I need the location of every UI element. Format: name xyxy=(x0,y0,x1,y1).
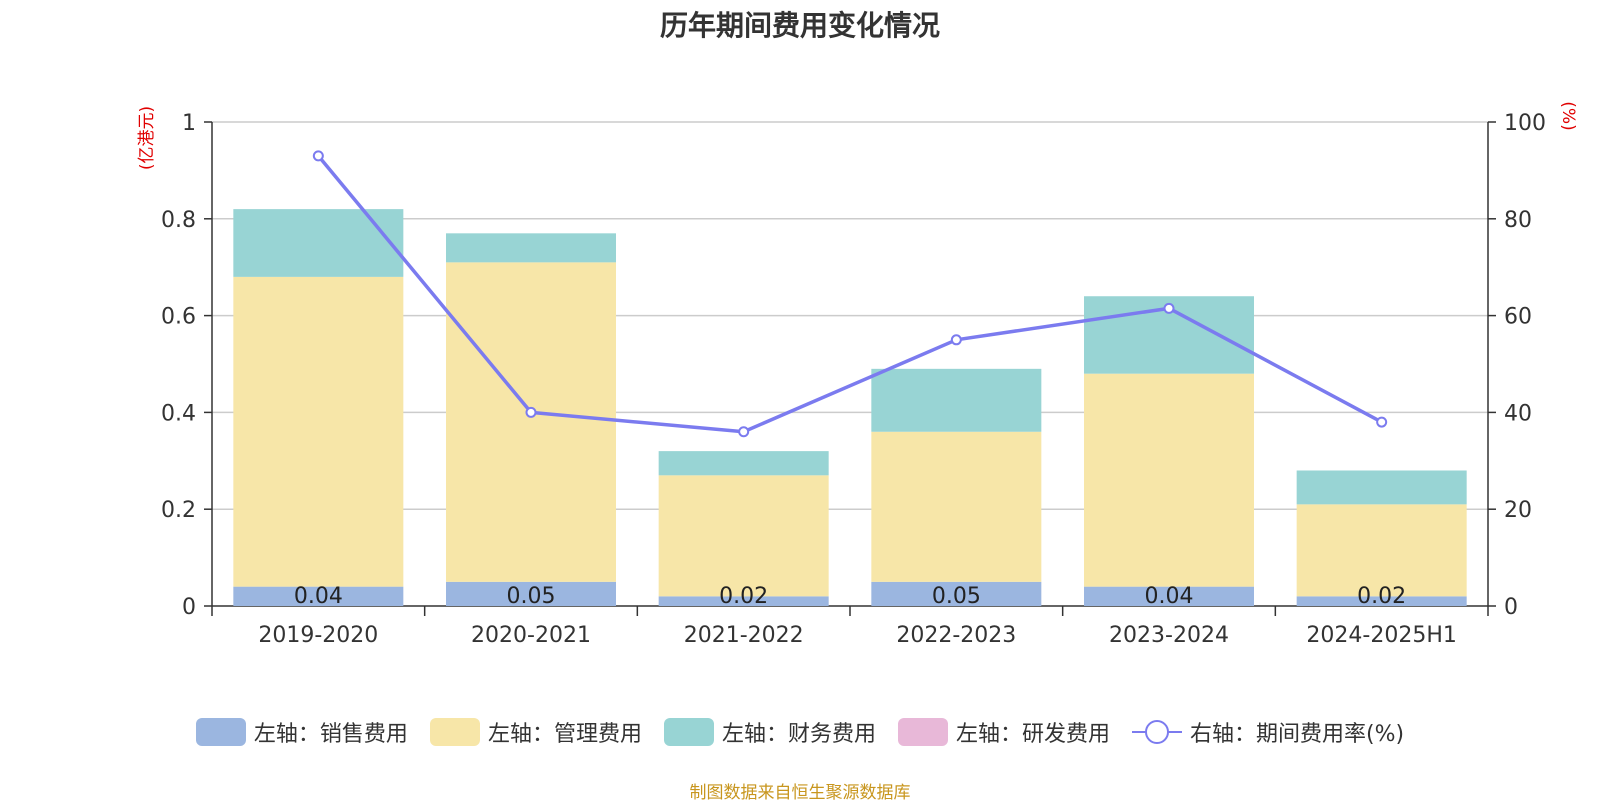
right-tick-label: 0 xyxy=(1504,595,1518,620)
bar-segment xyxy=(233,276,404,587)
right-tick-label: 20 xyxy=(1504,498,1532,523)
chart-title: 历年期间费用变化情况 xyxy=(659,9,940,42)
source-note: 制图数据来自恒生聚源数据库 xyxy=(689,783,911,803)
bar-segment xyxy=(1296,470,1467,505)
bar-data-label: 0.05 xyxy=(932,584,981,609)
bar-segment xyxy=(658,596,829,606)
bar-data-label: 0.04 xyxy=(1145,584,1194,609)
legend-swatch xyxy=(429,718,480,746)
right-axis-title: (%) xyxy=(1558,101,1578,130)
bar-segment xyxy=(1084,586,1254,606)
x-category-label: 2024-2025H1 xyxy=(1306,623,1456,648)
rate-point xyxy=(1163,302,1175,314)
left-tick-label: 0.4 xyxy=(161,401,196,426)
bar-segment xyxy=(871,431,1042,582)
x-category-label: 2022-2023 xyxy=(896,623,1016,648)
x-category-label: 2020-2021 xyxy=(471,623,591,648)
legend-circle xyxy=(1144,720,1169,744)
bar-segment xyxy=(1296,596,1467,606)
rate-point xyxy=(738,426,750,438)
left-tick-label: 0 xyxy=(182,595,196,620)
legend-swatch xyxy=(195,718,246,746)
bar-segment xyxy=(233,209,404,277)
right-tick-label: 60 xyxy=(1504,305,1532,330)
legend-label: 左轴：管理费用 xyxy=(487,722,642,747)
legend-item[interactable]: 左轴：财务费用 xyxy=(663,716,876,748)
bar-data-label: 0.02 xyxy=(719,584,768,609)
legend-label: 左轴：研发费用 xyxy=(955,722,1110,747)
legend-item[interactable]: 左轴：管理费用 xyxy=(429,716,642,748)
legend-label: 左轴：财务费用 xyxy=(721,722,876,747)
bar-segment xyxy=(233,586,404,606)
x-category-label: 2023-2024 xyxy=(1109,623,1229,648)
legend-line-marker xyxy=(1131,720,1182,744)
right-tick-label: 100 xyxy=(1504,111,1546,136)
bar-segment xyxy=(871,581,1042,606)
right-tick-label: 80 xyxy=(1504,208,1532,233)
bar-segment xyxy=(446,262,616,582)
bar-segment xyxy=(446,233,616,263)
bar-segment xyxy=(658,475,829,597)
legend-swatch xyxy=(897,718,948,746)
legend-item[interactable]: 左轴：研发费用 xyxy=(897,716,1110,748)
rate-point xyxy=(525,406,537,418)
x-category-label: 2021-2022 xyxy=(684,623,804,648)
rate-point xyxy=(950,334,962,346)
bar-segment xyxy=(1084,373,1254,587)
bar-segment xyxy=(658,451,829,476)
legend-swatch xyxy=(663,718,714,746)
bar-data-label: 0.04 xyxy=(294,584,343,609)
left-tick-label: 0.8 xyxy=(161,208,196,233)
rate-point xyxy=(1376,416,1388,428)
bar-segment xyxy=(871,368,1042,432)
legend: 左轴：销售费用 左轴：管理费用 左轴：财务费用 左轴：研发费用 右轴：期间费用率(%) xyxy=(0,716,1600,748)
right-tick-label: 40 xyxy=(1504,401,1532,426)
bar-segment xyxy=(1296,504,1467,597)
left-tick-label: 1 xyxy=(182,111,196,136)
legend-item[interactable]: 右轴：期间费用率(%) xyxy=(1131,716,1405,748)
bar-data-label: 0.05 xyxy=(507,584,556,609)
rate-point xyxy=(312,150,324,162)
legend-label: 左轴：销售费用 xyxy=(253,722,408,747)
left-axis-title: (亿港元) xyxy=(137,106,157,170)
left-tick-label: 0.2 xyxy=(161,498,196,523)
legend-label: 右轴：期间费用率(%) xyxy=(1189,722,1405,747)
x-category-label: 2019-2020 xyxy=(258,623,378,648)
bar-data-label: 0.02 xyxy=(1357,584,1406,609)
bar-segment xyxy=(446,581,616,606)
legend-item[interactable]: 左轴：销售费用 xyxy=(195,716,408,748)
left-tick-label: 0.6 xyxy=(161,305,196,330)
rate-line xyxy=(316,154,1383,434)
